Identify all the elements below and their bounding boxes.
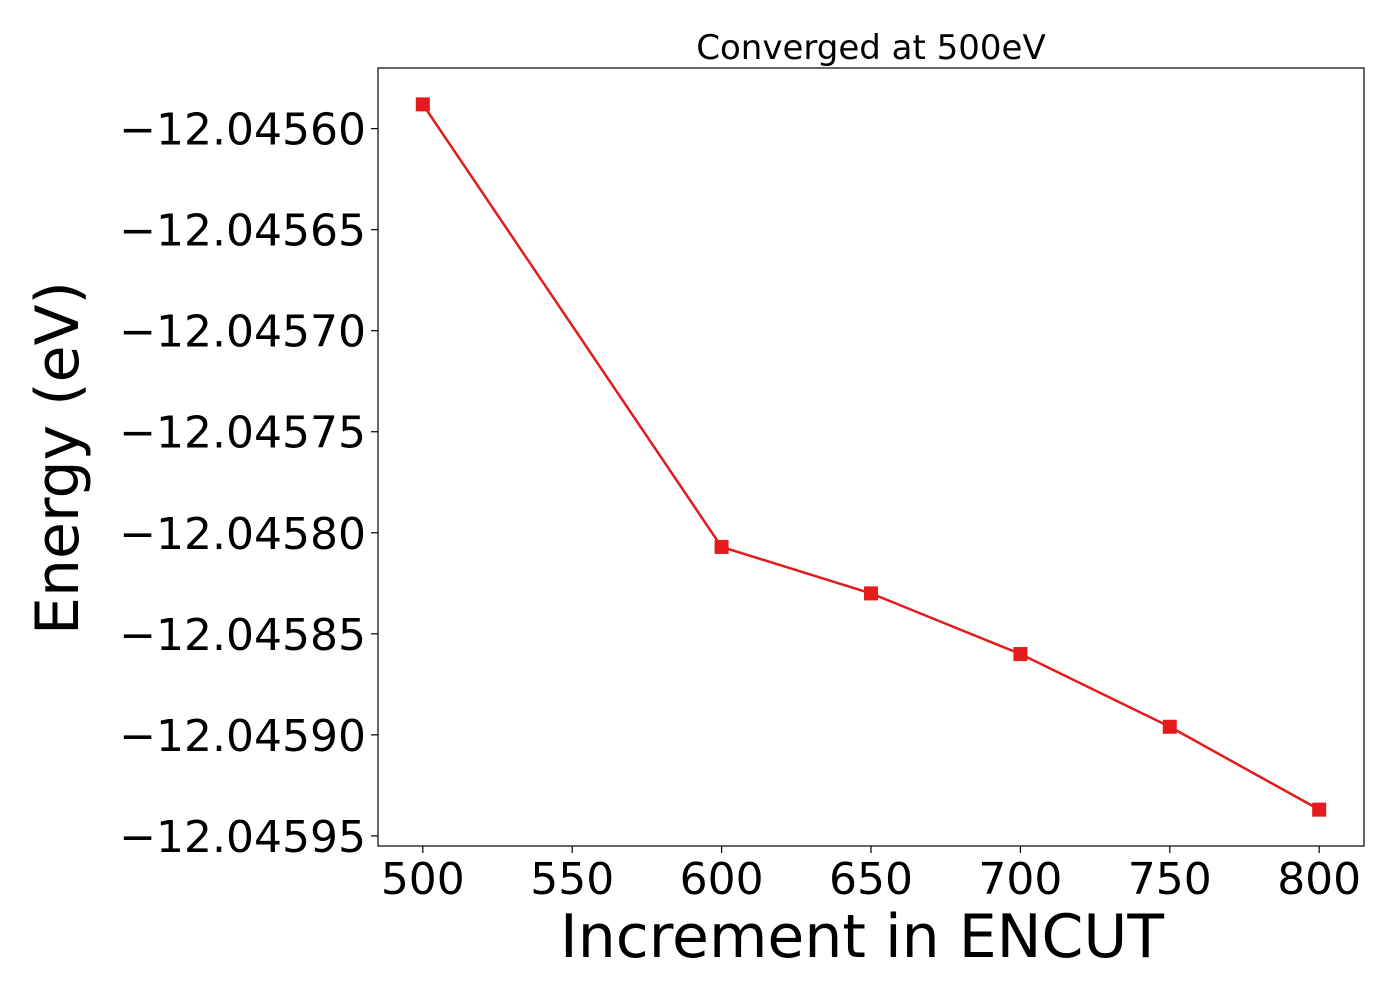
- data-point-marker: [1162, 719, 1177, 734]
- data-point-marker: [1013, 647, 1028, 662]
- x-tick-label: 650: [829, 854, 913, 905]
- x-tick-label: 550: [530, 854, 614, 905]
- x-tick-label: 750: [1128, 854, 1212, 905]
- x-tick-label: 600: [680, 854, 764, 905]
- x-tick-label: 800: [1277, 854, 1361, 905]
- data-point-marker: [714, 539, 729, 554]
- data-point-marker: [1312, 802, 1327, 817]
- y-tick-label: −12.04590: [119, 711, 366, 762]
- x-axis-label: Increment in ENCUT: [560, 902, 1164, 972]
- y-tick-label: −12.04570: [119, 307, 366, 358]
- y-tick-label: −12.04560: [119, 105, 366, 156]
- y-tick-label: −12.04565: [119, 206, 366, 257]
- plot-frame: [377, 67, 1365, 847]
- y-tick-label: −12.04580: [119, 509, 366, 560]
- series-layer: [415, 97, 1327, 817]
- x-axis: 500 550 600 650 700 750 800: [381, 846, 1361, 905]
- x-tick-label: 700: [978, 854, 1062, 905]
- series-line: [421, 103, 1320, 811]
- y-tick-label: −12.04585: [119, 610, 366, 661]
- y-tick-label: −12.04595: [119, 812, 366, 863]
- data-point-marker: [864, 586, 878, 601]
- y-axis: −12.04560 −12.04565 −12.04570 −12.04575 −12.…: [119, 105, 378, 863]
- x-tick-label: 500: [381, 854, 465, 905]
- y-axis-label: Energy (eV): [23, 281, 93, 635]
- chart-title: Converged at 500eV: [696, 28, 1045, 68]
- data-point-marker: [415, 97, 430, 112]
- y-tick-label: −12.04575: [119, 408, 366, 459]
